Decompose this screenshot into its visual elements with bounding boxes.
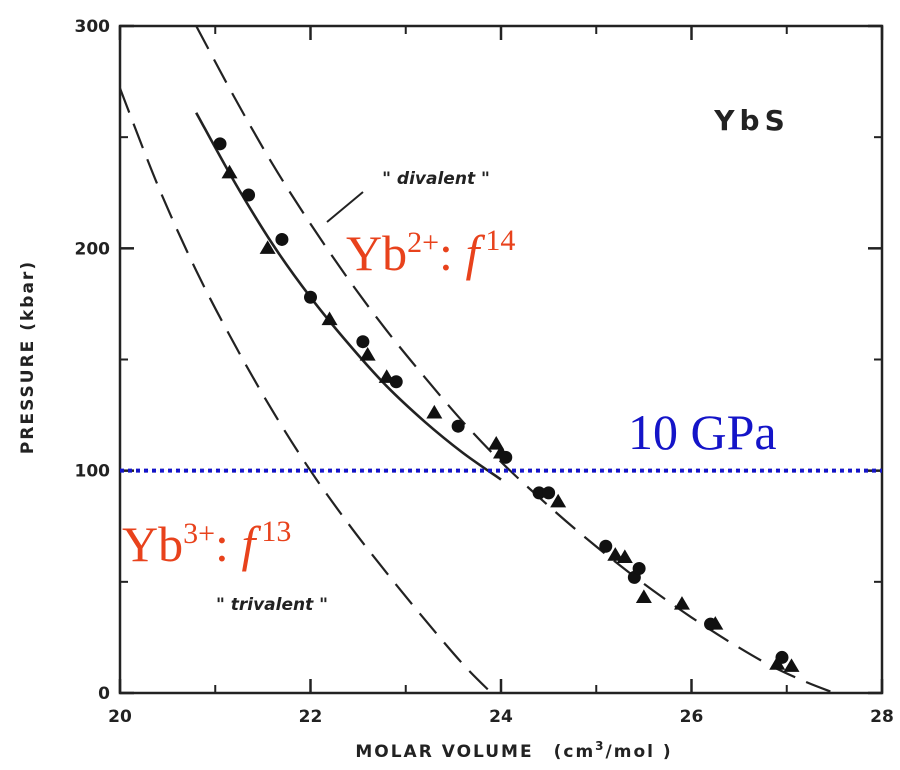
triangle-point — [635, 589, 652, 603]
triangle-point — [769, 656, 786, 670]
circle-point — [532, 486, 546, 500]
tick-layer: 20 22 24 26 28 0 100 200 300 — [75, 17, 894, 727]
triangle-point — [259, 240, 276, 254]
circle-point — [275, 232, 289, 246]
circle-point — [304, 290, 317, 304]
y-tick-label: 100 — [75, 462, 111, 482]
yb2-annotation: Yb2+: f 14 — [346, 224, 515, 281]
x-tick-label: 20 — [108, 707, 132, 727]
triangle-point — [550, 493, 567, 508]
divalent-curve — [195, 26, 835, 693]
yb2-superscript: 2+ — [407, 226, 439, 259]
y-tick-label: 300 — [75, 17, 111, 37]
yb2-base: Yb — [346, 225, 407, 281]
x-tick-label: 24 — [489, 707, 513, 727]
circle-point — [356, 335, 370, 349]
gpa-annotation: 10 GPa — [628, 404, 777, 460]
fit-curve — [195, 112, 502, 481]
divalent-label-leader — [326, 191, 364, 223]
x-axis-title-unit-open: (cm — [554, 742, 596, 762]
triangle-point — [607, 547, 624, 561]
circle-point — [451, 419, 465, 433]
x-tick-label: 26 — [680, 707, 704, 727]
yb3-colon: : — [215, 516, 241, 572]
circle-point — [389, 375, 403, 389]
yb2-colon: : — [439, 225, 465, 281]
x-axis-title: MOLAR VOLUME (cm3/mol ) — [355, 739, 672, 762]
circle-point — [213, 137, 227, 151]
trivalent-label: " trivalent " — [216, 595, 328, 615]
y-tick-label: 0 — [98, 684, 110, 704]
y-tick-label: 200 — [75, 239, 111, 259]
triangle-point — [321, 311, 338, 326]
circle-point — [542, 486, 556, 500]
triangle-point — [493, 444, 509, 459]
x-axis-title-unit-close: /mol ) — [606, 742, 673, 762]
plot-title: YbS — [713, 104, 789, 137]
triangle-point — [673, 596, 690, 610]
circle-point — [242, 188, 256, 202]
triangle-point — [359, 347, 376, 361]
triangle-point — [426, 404, 443, 419]
triangle-point — [221, 164, 238, 179]
yb3-superscript: 3+ — [183, 517, 215, 550]
yb3-annotation: Yb3+: f 13 — [122, 515, 291, 572]
yb3-base: Yb — [122, 516, 183, 572]
x-tick-label: 28 — [870, 707, 894, 727]
triangle-point — [783, 658, 800, 672]
y-axis-title: PRESSURE (kbar) — [18, 260, 38, 454]
yb3-exponent: 13 — [261, 515, 291, 548]
trivalent-curve — [120, 87, 493, 693]
circle-point — [599, 539, 613, 553]
x-axis-title-main: MOLAR VOLUME — [355, 742, 533, 762]
triangle-point — [616, 549, 633, 563]
yb2-f: f — [465, 225, 485, 281]
circle-point — [632, 561, 646, 575]
x-tick-label: 22 — [299, 707, 323, 727]
triangle-point — [707, 616, 724, 630]
curve-layer — [120, 26, 835, 693]
marker-layer — [213, 137, 800, 672]
triangle-point — [378, 369, 395, 383]
yb2-exponent: 14 — [485, 224, 515, 257]
x-axis-title-unit-sup: 3 — [595, 739, 605, 753]
divalent-label: " divalent " — [382, 169, 490, 189]
yb3-f: f — [241, 516, 261, 572]
